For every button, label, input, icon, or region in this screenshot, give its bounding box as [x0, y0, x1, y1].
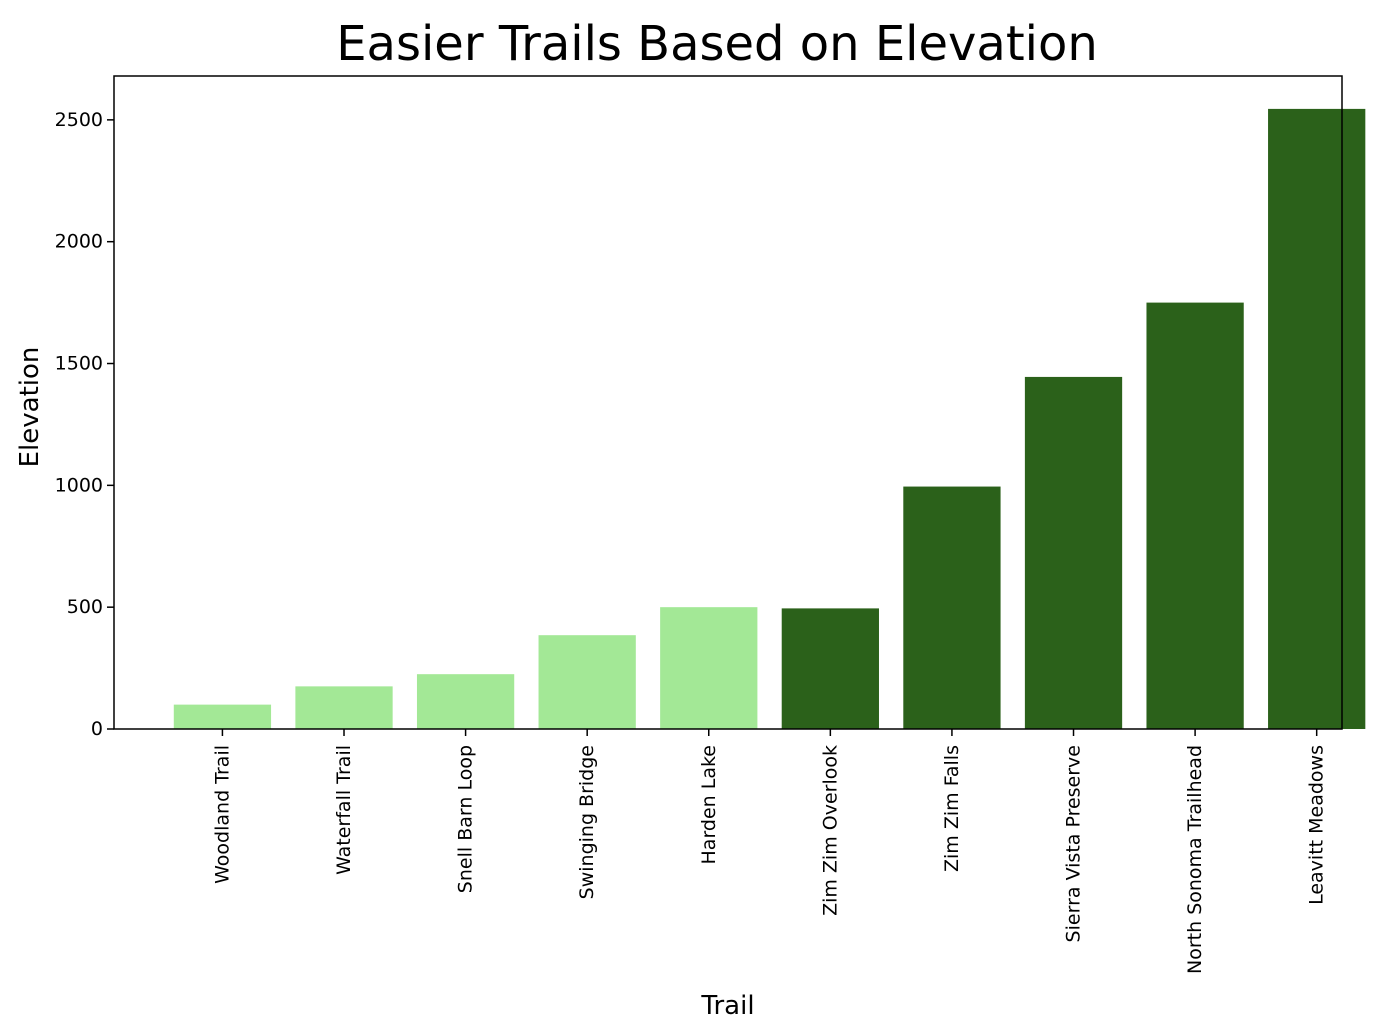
bar-leavitt-meadows	[1268, 108, 1366, 729]
y-tick-label: 500	[67, 596, 103, 618]
y-tick-label: 1000	[55, 474, 103, 496]
x-tick-label: North Sonoma Trailhead	[1184, 745, 1206, 974]
x-tick-label: Sierra Vista Preserve	[1063, 745, 1085, 942]
bar-woodland-trail	[173, 704, 272, 729]
x-tick-label: Harden Lake	[698, 745, 720, 864]
y-tick-label: 1500	[55, 353, 103, 375]
x-tick-label: Zim Zim Overlook	[819, 745, 841, 916]
bar-zim-zim-falls	[903, 486, 1001, 729]
x-tick-label: Leavitt Meadows	[1306, 745, 1328, 905]
plot-area-frame	[113, 75, 1343, 730]
x-tick-label: Swinging Bridge	[576, 745, 598, 899]
x-tick-label: Waterfall Trail	[333, 745, 355, 875]
x-tick-label: Zim Zim Falls	[941, 745, 963, 872]
bar-north-sonoma-trailhead	[1146, 302, 1244, 729]
x-axis-label: Trail	[700, 991, 754, 1021]
bar-harden-lake	[660, 607, 758, 729]
bar-snell-barn-loop	[416, 674, 515, 729]
y-axis-label: Elevation	[15, 347, 45, 468]
y-tick-label: 2500	[55, 109, 103, 131]
bar-waterfall-trail	[295, 686, 393, 729]
x-tick-label: Snell Barn Loop	[455, 745, 477, 893]
chart-title: Easier Trails Based on Elevation	[336, 16, 1098, 72]
y-tick-label: 2000	[55, 231, 103, 253]
bar-sierra-vista-preserve	[1024, 376, 1123, 729]
x-tick-label: Woodland Trail	[211, 745, 233, 884]
y-axis-ticks: 0 500 1000 1500 2000 2500	[55, 109, 114, 740]
bar-zim-zim-overlook	[781, 608, 879, 729]
bars-group	[173, 108, 1366, 729]
bar-swinging-bridge	[538, 635, 636, 729]
x-axis-ticks: Woodland Trail Waterfall Trail Snell Barn …	[211, 729, 1328, 974]
y-tick-label: 0	[91, 718, 103, 740]
